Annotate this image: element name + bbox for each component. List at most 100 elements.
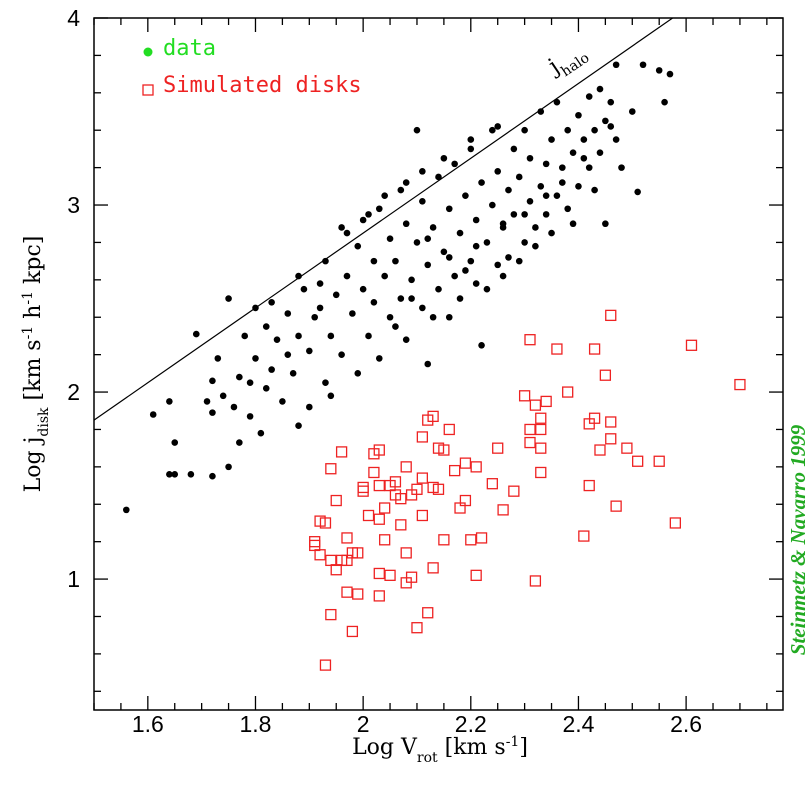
data-point [236,439,243,446]
data-point [397,186,405,194]
simulated-point [384,569,396,581]
data-point [521,126,528,134]
simulated-point [588,412,601,424]
data-point [553,192,561,199]
simulated-point [416,472,429,484]
data-point [505,254,512,261]
simulated-point [330,494,342,507]
data-point [639,61,647,69]
simulated-point [362,509,375,522]
simulated-point [389,476,402,488]
data-point [408,276,415,284]
data-point [569,220,577,228]
simulated-point [734,378,746,391]
data-point [661,98,668,106]
data-point [575,183,582,190]
data-point [332,291,340,299]
data-point [445,205,453,213]
data-point [445,254,453,261]
x-tick-labels: 1.6 1.8 2 2.2 2.4 2.6 [132,711,702,737]
simulated-point [497,504,509,516]
simulated-series [309,309,746,671]
simulated-point [562,386,574,398]
simulated-point [475,532,488,544]
data-point [462,267,469,274]
data-point [499,224,507,231]
y-tick-label: 2 [67,379,80,405]
simulated-point [422,607,434,619]
data-point [402,336,410,343]
data-point [607,98,615,106]
data-point [655,67,663,74]
data-point [166,398,173,405]
data-point [532,224,539,231]
data-point [413,239,421,246]
simulated-point [653,455,665,467]
simulated-point [632,455,644,467]
simulated-point [395,493,407,505]
data-point [521,211,528,218]
simulated-point [335,446,348,458]
simulated-point [341,586,353,598]
credit-label: Steinmetz & Navarro 1999 [786,424,810,655]
simulated-point [373,590,385,602]
data-point [316,280,324,287]
data-point [252,304,259,312]
simulated-point [341,532,353,544]
data-point [575,111,582,119]
data-point [542,160,550,168]
data-point [548,229,555,237]
data-point [268,298,275,306]
simulated-point [427,562,439,574]
data-point [564,126,571,134]
x-tick-label: 1.8 [239,711,271,737]
data-point [478,179,485,186]
data-point [494,123,502,130]
data-point [569,149,577,156]
simulated-point [599,369,612,381]
data-point [252,355,259,362]
data-point [295,272,302,280]
x-tick-label: 2.2 [455,711,487,737]
data-point [300,285,308,293]
simulated-point [621,442,633,454]
simulated-point [405,571,418,583]
data-point [542,211,550,218]
data-point [209,409,216,416]
simulated-point [373,479,385,492]
data-point [419,304,426,312]
simulated-point [465,534,477,546]
data-point [209,472,216,480]
x-tick-label: 2.6 [670,711,702,737]
data-point [370,298,378,306]
data-point [612,61,620,69]
data-point [166,471,173,478]
simulated-point [373,444,385,456]
data-point [419,197,426,205]
data-point [526,154,534,162]
simulated-point [411,622,423,634]
axis-ticks [93,17,783,710]
x-tick-label: 1.6 [132,711,164,737]
data-point [354,242,362,250]
data-point [257,429,265,437]
data-point [295,332,302,340]
halo-line-group [94,18,674,421]
data-point [284,351,292,358]
data-point [375,205,383,213]
simulated-point [669,517,681,529]
data-point [171,471,179,478]
simulated-point [416,509,429,522]
data-point [494,261,502,269]
y-axis-title: Log jdisk [km s-1 h-1 kpc] [20,236,52,493]
data-point [402,220,410,228]
simulated-point [535,442,547,454]
simulated-point [524,334,536,346]
data-point [548,136,555,143]
simulated-point [330,564,342,576]
data-point [467,145,475,153]
data-point [284,310,292,317]
data-point [246,413,254,420]
data-point [607,123,615,130]
data-point [472,216,480,224]
